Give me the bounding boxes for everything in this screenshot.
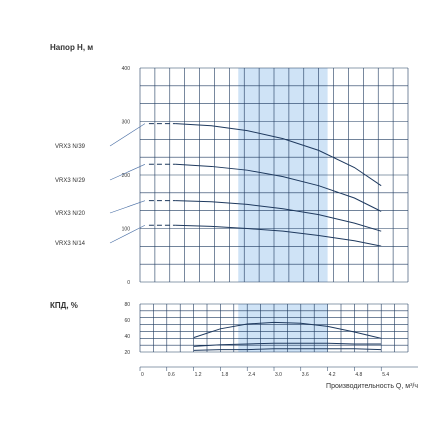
x-tick-label: 5.4 (382, 372, 389, 378)
x-tick-label: 0 (141, 372, 144, 378)
head-chart: 400 300 200 100 0 VRX3 N/39 VRX3 N/29 VRX3 N/20… (55, 66, 409, 286)
head-y-tick-label: 200 (122, 173, 131, 179)
series-label: VRX3 N/29 (55, 178, 86, 184)
series-leader-line (109, 164, 146, 181)
series-label: VRX3 N/39 (55, 144, 86, 150)
head-axis-label: Напор H, м (50, 43, 93, 52)
efficiency-curve (193, 348, 382, 351)
series-label: VRX3 N/14 (55, 241, 86, 247)
x-tick-label: 4.8 (355, 372, 362, 378)
efficiency-y-tick-label: 40 (124, 334, 130, 340)
efficiency-chart: 80 60 40 20 0 0.6 1.2 1.8 2.4 3.0 3.6 4.2 4.8 5.4 (124, 302, 418, 378)
series-leader-line (109, 225, 146, 244)
efficiency-curve (193, 321, 382, 339)
efficiency-y-tick-label: 60 (124, 318, 130, 324)
series-label: VRX3 N/20 (55, 211, 86, 217)
head-curve (175, 163, 382, 212)
head-y-tick-label: 100 (122, 227, 131, 233)
flow-axis-label: Производительность Q, м³/ч (326, 383, 418, 390)
efficiency-curve (193, 342, 382, 347)
x-tick-label: 4.2 (329, 372, 336, 378)
head-curve (175, 200, 382, 232)
x-tick-label: 3.6 (302, 372, 309, 378)
x-tick-label: 3.0 (275, 372, 282, 378)
series-leader-line (109, 200, 146, 214)
head-y-tick-label: 400 (122, 66, 131, 72)
x-tick-label: 0.6 (168, 372, 175, 378)
x-tick-label: 1.8 (221, 372, 228, 378)
series-leader-line (109, 123, 146, 147)
x-tick-label: 2.4 (248, 372, 255, 378)
efficiency-axis-label: КПД, % (50, 301, 78, 310)
efficiency-y-tick-label: 20 (124, 350, 130, 356)
efficiency-y-tick-label: 80 (124, 302, 130, 308)
head-y-tick-label: 300 (122, 120, 131, 126)
head-curve (175, 224, 382, 247)
head-curve (175, 123, 382, 187)
x-tick-label: 1.2 (195, 372, 202, 378)
head-y-tick-label: 0 (127, 280, 130, 286)
